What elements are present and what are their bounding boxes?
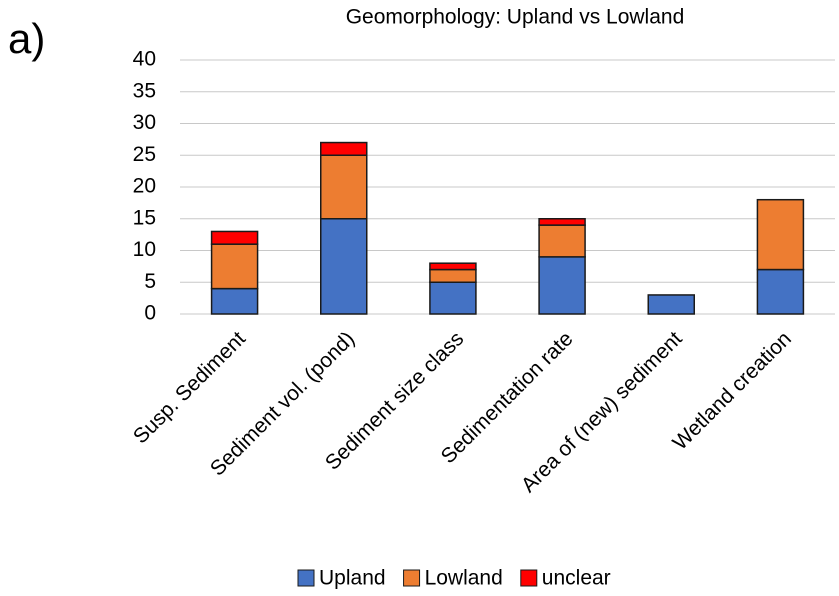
y-tick-label: 15 [133, 206, 156, 229]
bar-segment [429, 262, 477, 271]
y-tick-label: 25 [133, 143, 156, 166]
x-tick-label: Susp. Sediment [129, 327, 250, 448]
bar-segment [320, 154, 368, 220]
legend-swatch [403, 569, 421, 587]
legend-swatch [520, 569, 538, 587]
bar-segment [429, 281, 477, 315]
panel-label: a) [8, 15, 45, 62]
bar-segment [538, 256, 586, 315]
y-tick-label: 40 [133, 48, 156, 71]
bar-segment [538, 224, 586, 258]
y-tick-label: 20 [133, 175, 156, 198]
y-tick-label: 35 [133, 79, 156, 102]
legend-label: unclear [542, 567, 611, 590]
chart-title: Geomorphology: Upland vs Lowland [346, 6, 685, 29]
bar-segment [429, 268, 477, 283]
bar-segment [210, 287, 259, 315]
y-tick-label: 5 [144, 270, 156, 293]
legend-label: Upland [319, 567, 386, 590]
legend-label: Lowland [425, 567, 503, 590]
bar-segment [756, 268, 805, 315]
bar-segment [210, 243, 259, 290]
legend-swatch [297, 569, 315, 587]
x-tick-label: Wetland creation [668, 327, 795, 454]
bar-segment [320, 218, 368, 315]
y-tick-label: 0 [144, 302, 156, 325]
bar-segment [210, 230, 259, 245]
bar-segment [538, 218, 586, 226]
legend: Upland Lowland unclear [297, 567, 611, 590]
bar-segment [647, 294, 695, 315]
bar-segment [756, 198, 805, 271]
bar-segment [320, 141, 368, 157]
y-tick-label: 10 [133, 238, 156, 261]
y-tick-label: 30 [133, 111, 156, 134]
